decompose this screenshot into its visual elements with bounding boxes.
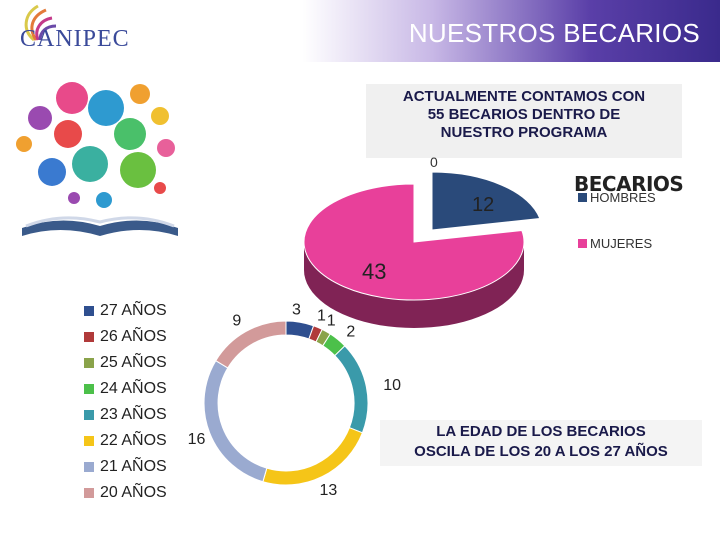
callout-line: ACTUALMENTE CONTAMOS CON — [402, 88, 646, 105]
legend-swatch — [84, 306, 94, 316]
note-line: OSCILA DE LOS 20 A LOS 27 AÑOS — [414, 443, 668, 460]
legend-swatch — [84, 358, 94, 368]
header-bar — [0, 0, 720, 62]
legend-item-age: 23 AÑOS — [84, 402, 167, 428]
legend-item-hombres: HOMBRES — [578, 190, 656, 205]
legend-swatch — [578, 193, 587, 202]
pie-value-label-hombres: 12 — [472, 194, 494, 216]
doughnut-segment — [215, 320, 287, 369]
legend-label: 22 AÑOS — [100, 432, 167, 449]
legend-swatch — [578, 239, 587, 248]
globe-icon — [72, 146, 108, 182]
legend-label: 21 AÑOS — [100, 458, 167, 475]
age-legend: 27 AÑOS 26 AÑOS 25 AÑOS 24 AÑOS 23 AÑOS 22 AÑ… — [84, 298, 167, 506]
doughnut-value-label: 3 — [292, 301, 301, 318]
microscope-icon — [114, 118, 146, 150]
legend-swatch — [84, 410, 94, 420]
pie-zero-label: 0 — [430, 154, 438, 170]
doughnut-value-label: 16 — [188, 431, 206, 448]
legend-label: 25 AÑOS — [100, 354, 167, 371]
legend-label: 23 AÑOS — [100, 406, 167, 423]
legend-item-age: 25 AÑOS — [84, 350, 167, 376]
legend-swatch — [84, 384, 94, 394]
legend-item-age: 22 AÑOS — [84, 428, 167, 454]
legend-swatch — [84, 488, 94, 498]
computer-icon — [38, 158, 66, 186]
pie-slice-mujeres — [303, 183, 525, 301]
sports-icon — [120, 152, 156, 188]
callout-line: 55 BECARIOS DENTRO DE — [427, 106, 621, 123]
pie-value-label-mujeres: 43 — [362, 259, 386, 284]
education-icons-illustration — [16, 82, 178, 236]
legend-swatch — [84, 436, 94, 446]
doughnut-value-label: 9 — [232, 312, 241, 329]
doughnut-value-label: 2 — [346, 324, 355, 341]
doughnut-value-label: 13 — [320, 482, 338, 499]
legend-label: 20 AÑOS — [100, 484, 167, 501]
legend-item-age: 26 AÑOS — [84, 324, 167, 350]
legend-label: 24 AÑOS — [100, 380, 167, 397]
legend-label: HOMBRES — [590, 190, 656, 205]
pie-chart-title: BECARIOS — [574, 172, 684, 196]
doughnut-segment — [203, 360, 268, 483]
legend-item-age: 24 AÑOS — [84, 376, 167, 402]
pie-slice-hombres — [431, 171, 541, 231]
legend-swatch — [84, 332, 94, 342]
legend-item-age: 21 AÑOS — [84, 454, 167, 480]
pie-slice-side — [304, 242, 524, 328]
doughnut-segment — [334, 345, 369, 434]
note-line: LA EDAD DE LOS BECARIOS — [436, 423, 646, 440]
doughnut-value-label: 1 — [317, 308, 326, 325]
age-range-note: LA EDAD DE LOS BECARIOS OSCILA DE LOS 20… — [380, 420, 702, 466]
flask-icon — [88, 90, 124, 126]
callout-line: NUESTRO PROGRAMA — [440, 124, 608, 141]
graduation-cap-icon — [56, 82, 88, 114]
becarios-count-callout: ACTUALMENTE CONTAMOS CON 55 BECARIOS DEN… — [366, 84, 682, 158]
legend-item-age: 20 AÑOS — [84, 480, 167, 506]
canipec-logo-icon — [24, 4, 57, 42]
page-title: NUESTROS BECARIOS — [408, 18, 700, 48]
legend-label: 27 AÑOS — [100, 302, 167, 319]
legend-label: 26 AÑOS — [100, 328, 167, 345]
doughnut-segment — [262, 427, 364, 486]
doughnut-value-label: 10 — [383, 377, 401, 394]
legend-swatch — [84, 462, 94, 472]
legend-item-mujeres: MUJERES — [578, 236, 652, 251]
legend-item-age: 27 AÑOS — [84, 298, 167, 324]
guitar-icon — [54, 120, 82, 148]
legend-label: MUJERES — [590, 236, 653, 251]
doughnut-value-label: 1 — [327, 312, 336, 329]
logo-text: CANIPEC — [20, 26, 130, 52]
